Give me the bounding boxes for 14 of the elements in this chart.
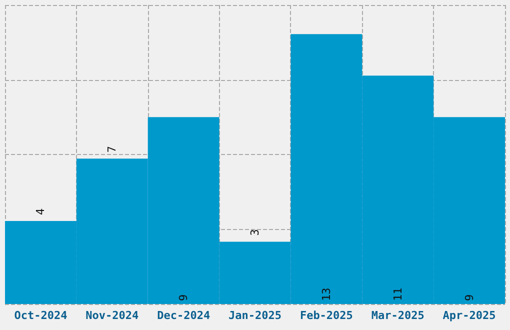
data-label: 9	[462, 294, 476, 301]
x-tick-label: Apr-2025	[442, 309, 496, 322]
x-tick-label: Mar-2025	[371, 309, 424, 322]
x-tick-label: Dec-2024	[157, 309, 210, 322]
data-label: 3	[248, 229, 262, 236]
x-tick-label: Jan-2025	[228, 309, 282, 322]
data-label: 9	[177, 294, 190, 301]
data-label: 11	[391, 288, 404, 301]
x-tick-label: Oct-2024	[14, 309, 68, 322]
x-tick-label: Feb-2025	[300, 309, 353, 322]
data-label: 7	[106, 146, 119, 153]
x-tick-label: Nov-2024	[86, 309, 140, 322]
data-label: 4	[34, 208, 48, 215]
data-label: 13	[320, 288, 333, 301]
